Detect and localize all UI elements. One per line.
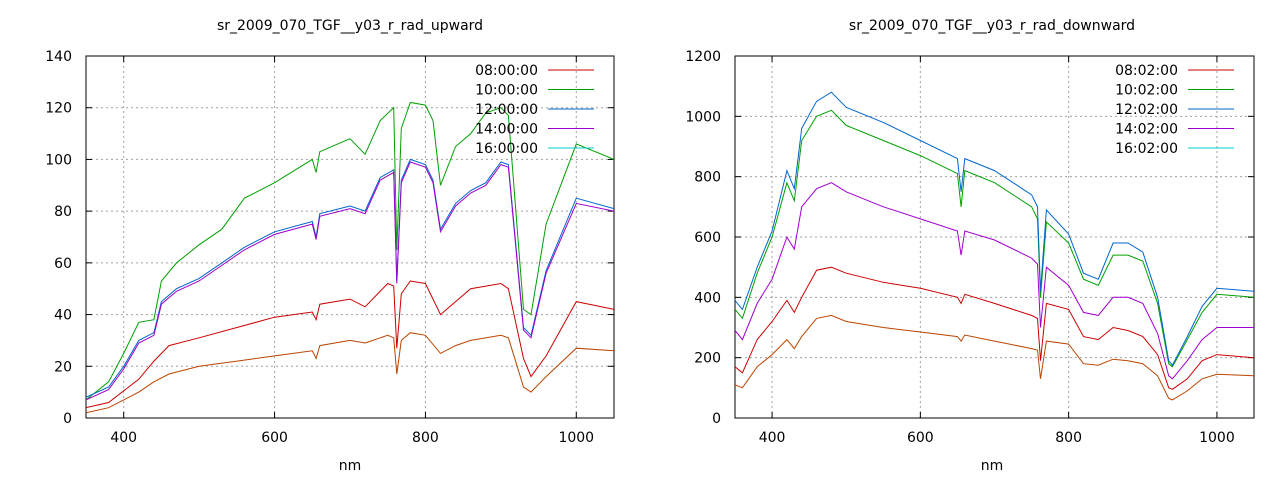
- series-line: [735, 266, 1254, 390]
- chart-upward: sr_2009_070_TGF__y03_r_rad_upward nm 400…: [45, 18, 615, 474]
- x-tick-label: 1000: [558, 430, 594, 446]
- y-tick-label: 80: [54, 204, 72, 220]
- y-tick-label: 0: [63, 411, 72, 427]
- y-tick-label: 40: [54, 308, 72, 324]
- x-tick-label: 400: [110, 430, 137, 446]
- x-axis-label: nm: [981, 458, 1004, 474]
- legend-label: 10:00:00: [475, 83, 538, 99]
- x-tick-label: 400: [759, 430, 786, 446]
- y-tick-label: 60: [54, 256, 72, 272]
- y-tick-label: 1200: [685, 49, 721, 65]
- plot-frame: [85, 55, 615, 419]
- y-tick-label: 1000: [685, 109, 721, 125]
- legend-label: 14:02:00: [1115, 122, 1178, 138]
- legend-label: 12:00:00: [475, 102, 538, 118]
- y-tick-label: 200: [694, 351, 721, 367]
- legend-label: 12:02:00: [1115, 102, 1178, 118]
- series-line: [86, 161, 614, 401]
- legend-label: 16:00:00: [475, 141, 538, 157]
- x-tick-label: 600: [261, 430, 288, 446]
- legend-label: 14:00:00: [475, 122, 538, 138]
- series-line: [735, 314, 1254, 401]
- y-tick-label: 800: [694, 170, 721, 186]
- chart-title: sr_2009_070_TGF__y03_r_rad_upward: [217, 18, 483, 34]
- series-line: [86, 280, 614, 409]
- chart-title: sr_2009_070_TGF__y03_r_rad_downward: [849, 18, 1135, 34]
- chart-downward: sr_2009_070_TGF__y03_r_rad_downward nm 4…: [685, 18, 1255, 474]
- x-tick-label: 600: [907, 430, 934, 446]
- y-tick-label: 0: [712, 411, 721, 427]
- legend-label: 08:00:00: [475, 63, 538, 79]
- y-tick-label: 140: [45, 49, 72, 65]
- series-line: [86, 332, 614, 414]
- y-tick-label: 600: [694, 230, 721, 246]
- y-tick-label: 400: [694, 290, 721, 306]
- x-tick-label: 800: [412, 430, 439, 446]
- series-line: [735, 182, 1254, 380]
- x-tick-label: 800: [1055, 430, 1082, 446]
- series-line: [86, 101, 614, 401]
- series-line: [86, 158, 614, 398]
- legend-label: 16:02:00: [1115, 141, 1178, 157]
- legend-label: 10:02:00: [1115, 83, 1178, 99]
- y-tick-label: 100: [45, 152, 72, 168]
- legend-label: 08:02:00: [1115, 63, 1178, 79]
- y-tick-label: 20: [54, 359, 72, 375]
- x-tick-label: 1000: [1199, 430, 1235, 446]
- series-line: [735, 109, 1254, 368]
- x-axis-label: nm: [339, 458, 362, 474]
- y-tick-label: 120: [45, 101, 72, 117]
- series-line: [735, 91, 1254, 367]
